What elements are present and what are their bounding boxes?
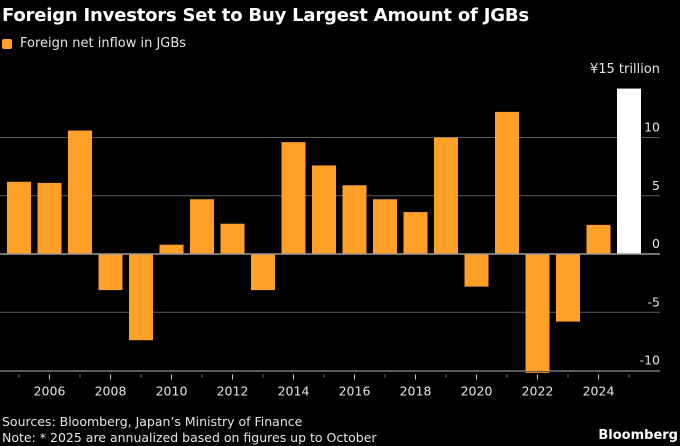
y-tick-label: 5 xyxy=(652,178,660,193)
bar-2019 xyxy=(434,137,458,254)
bars xyxy=(7,88,641,373)
bar-2016 xyxy=(342,185,367,254)
bar-2010 xyxy=(159,244,184,254)
bloomberg-logo: Bloomberg xyxy=(598,428,678,443)
x-tick-label: 2010 xyxy=(156,384,188,399)
bar-2021 xyxy=(495,111,519,255)
bar-2018 xyxy=(403,212,428,254)
legend-label: Foreign net inflow in JGBs xyxy=(20,36,187,51)
y-axis-unit-label: ¥15 trillion xyxy=(589,62,660,77)
bar-2025 xyxy=(617,88,641,254)
legend: Foreign net inflow in JGBs xyxy=(2,36,186,51)
legend-swatch xyxy=(2,38,12,49)
bar-2023 xyxy=(556,254,580,322)
x-tick-label: 2022 xyxy=(522,384,554,399)
chart-title: Foreign Investors Set to Buy Largest Amo… xyxy=(2,5,529,26)
bar-2013 xyxy=(251,254,275,291)
bar-2022 xyxy=(525,254,550,373)
x-tick-label: 2020 xyxy=(461,384,493,399)
bar-2011 xyxy=(190,199,214,254)
bar-2007 xyxy=(68,130,92,254)
x-tick-label: 2018 xyxy=(400,384,432,399)
x-tick-label: 2016 xyxy=(339,384,371,399)
bar-2014 xyxy=(281,142,306,254)
y-tick-label: -10 xyxy=(640,353,660,368)
bar-2024 xyxy=(586,224,611,254)
bar-2012 xyxy=(220,223,245,254)
bar-2009 xyxy=(129,254,153,341)
bar-2008 xyxy=(98,254,123,291)
y-tick-label: 10 xyxy=(644,120,660,135)
x-tick-label: 2014 xyxy=(278,384,310,399)
y-tick-label: -5 xyxy=(648,294,660,309)
x-tick-label: 2006 xyxy=(34,384,66,399)
note-text: Note: * 2025 are annualized based on fig… xyxy=(2,430,377,445)
bar-2020 xyxy=(464,254,489,287)
bar-2017 xyxy=(373,199,397,254)
bar-2006 xyxy=(37,182,62,254)
bar-2015 xyxy=(312,165,336,254)
x-tick-label: 2012 xyxy=(217,384,249,399)
x-tick-label: 2008 xyxy=(95,384,127,399)
x-tick-label: 2024 xyxy=(583,384,615,399)
bar-2005 xyxy=(7,181,31,254)
y-tick-label: 0 xyxy=(652,236,660,251)
axes: 10 5 0 -5 -10 2006 2008 2010 2012 2014 2016 2018 202… xyxy=(0,120,660,399)
sources-text: Sources: Bloomberg, Japan’s Ministry of … xyxy=(2,414,303,429)
